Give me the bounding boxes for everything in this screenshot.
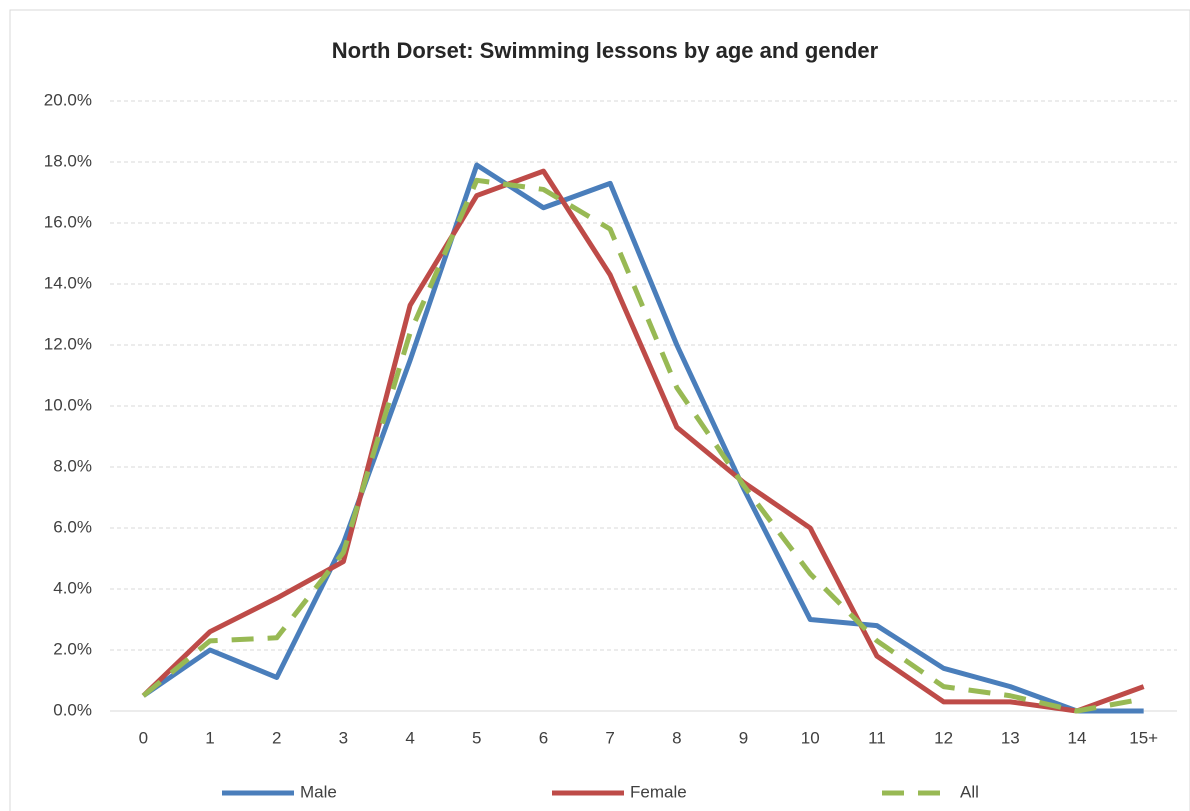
chart-border — [9, 9, 1190, 811]
x-tick-label: 5 — [472, 728, 481, 747]
y-tick-label: 6.0% — [53, 517, 92, 536]
x-tick-label: 1 — [205, 728, 214, 747]
x-tick-label: 6 — [539, 728, 548, 747]
x-tick-label: 15+ — [1129, 728, 1158, 747]
x-tick-label: 3 — [339, 728, 348, 747]
y-tick-label: 8.0% — [53, 456, 92, 475]
y-tick-label: 18.0% — [44, 151, 92, 170]
x-tick-label: 13 — [1001, 728, 1020, 747]
y-tick-label: 20.0% — [44, 90, 92, 109]
series-line — [141, 177, 1145, 714]
x-tick-label: 14 — [1068, 728, 1087, 747]
x-tick-label: 10 — [801, 728, 820, 747]
y-tick-label: 12.0% — [44, 334, 92, 353]
legend-label: Female — [630, 782, 687, 801]
chart-title: North Dorset: Swimming lessons by age an… — [332, 38, 879, 63]
series-line — [141, 162, 1144, 714]
x-tick-label: 9 — [739, 728, 748, 747]
x-tick-label: 12 — [934, 728, 953, 747]
x-tick-label: 2 — [272, 728, 281, 747]
x-tick-label: 4 — [405, 728, 414, 747]
y-tick-label: 14.0% — [44, 273, 92, 292]
x-tick-label: 7 — [605, 728, 614, 747]
legend-label: All — [960, 782, 979, 801]
y-tick-label: 10.0% — [44, 395, 92, 414]
x-tick-label: 8 — [672, 728, 681, 747]
x-tick-label: 0 — [139, 728, 148, 747]
series-line — [141, 168, 1145, 714]
y-tick-label: 16.0% — [44, 212, 92, 231]
legend-label: Male — [300, 782, 337, 801]
y-tick-label: 2.0% — [53, 639, 92, 658]
y-tick-label: 4.0% — [53, 578, 92, 597]
x-tick-label: 11 — [868, 728, 886, 747]
y-tick-label: 0.0% — [53, 700, 92, 719]
